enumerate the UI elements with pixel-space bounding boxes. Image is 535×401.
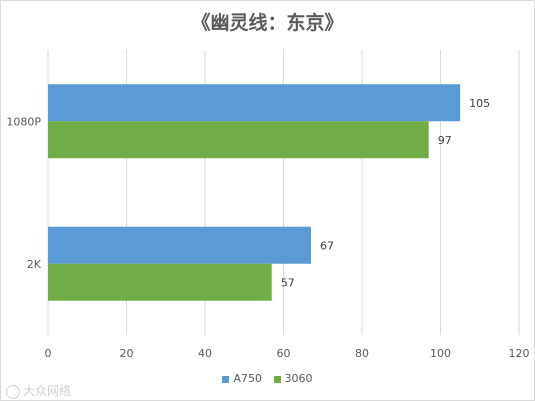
- x-tick-label: 0: [45, 347, 52, 360]
- data-label: 97: [438, 134, 452, 147]
- data-label: 67: [320, 239, 334, 252]
- bar: [48, 121, 429, 159]
- legend-swatch-3060: [273, 375, 281, 383]
- y-category-label: 1080P: [6, 115, 41, 128]
- bar: [48, 226, 311, 264]
- legend-swatch-a750: [222, 375, 230, 383]
- legend-item-3060: 3060: [273, 372, 313, 385]
- chart-title: 《幽灵线：东京》: [191, 12, 344, 34]
- watermark: 大众网络: [6, 382, 71, 399]
- x-tick-label: 80: [355, 347, 369, 360]
- watermark-logo-icon: [6, 384, 20, 399]
- bar: [48, 84, 461, 122]
- data-label: 57: [281, 276, 295, 289]
- x-tick-label: 40: [198, 347, 212, 360]
- bar: [48, 263, 272, 301]
- x-tick-label: 100: [430, 347, 451, 360]
- watermark-text: 大众网络: [23, 384, 72, 398]
- x-tick-label: 60: [277, 347, 291, 360]
- data-label: 105: [469, 97, 490, 110]
- x-tick-label: 20: [120, 347, 134, 360]
- legend-label-a750: A750: [233, 372, 263, 385]
- legend-item-a750: A750: [222, 372, 262, 385]
- y-category-label: 2K: [27, 258, 42, 271]
- x-tick-label: 120: [509, 347, 530, 360]
- legend-label-3060: 3060: [284, 372, 313, 385]
- legend: A750 3060: [0, 372, 535, 385]
